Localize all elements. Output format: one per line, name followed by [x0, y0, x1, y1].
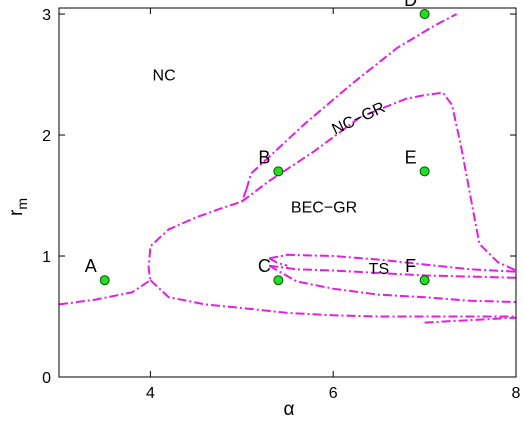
point-label-a: A [85, 256, 97, 276]
x-tick-label: 6 [329, 385, 338, 402]
boundary-line-ts-left [268, 257, 288, 267]
point-marker-a [99, 275, 110, 286]
x-tick-label: 4 [146, 385, 155, 402]
region-label-0: NC [153, 68, 176, 85]
boundary-line-nc-ncgr [245, 13, 458, 190]
y-axis-title-main: r [6, 209, 27, 216]
boundary-line-ts-lower [268, 264, 517, 303]
y-tick-label: 0 [42, 370, 51, 387]
boundary-curves [58, 13, 517, 324]
point-marker-b [273, 166, 284, 177]
point-markers [99, 9, 430, 286]
point-label-e: E [405, 147, 417, 167]
point-marker-e [419, 166, 430, 177]
region-label-1: NC−GR [330, 99, 388, 138]
region-label-3: TS [369, 261, 389, 278]
x-axis-title: α [284, 399, 295, 420]
y-tick-label: 2 [42, 128, 51, 145]
boundary-line-outer-nc-becgr [58, 189, 248, 306]
point-label-b: B [258, 147, 270, 167]
labels: A B C D E F NC NC−GR BEC−GR TS [85, 0, 417, 278]
boundary-line-ts-middle [269, 264, 517, 279]
point-label-c: C [258, 256, 271, 276]
point-label-d: D [404, 0, 417, 10]
x-tick-label: 8 [512, 385, 521, 402]
boundary-line-lower-outer [149, 279, 516, 318]
point-label-f: F [405, 256, 416, 276]
point-marker-f [419, 275, 430, 286]
svg-text:rm: rm [6, 198, 30, 216]
axes: 4 6 8 0 1 2 3 [42, 7, 520, 402]
y-axis-title: rm [6, 198, 30, 216]
plot-frame [58, 7, 517, 378]
y-tick-label: 1 [42, 249, 51, 266]
boundary-line-ncgr-becgr [241, 91, 517, 272]
y-tick-label: 3 [42, 7, 51, 24]
boundary-line-ts-bottom [424, 316, 517, 324]
point-marker-d [419, 9, 430, 20]
y-axis-title-sub: m [14, 198, 30, 210]
region-label-2: BEC−GR [291, 199, 357, 216]
boundary-line-ts-upper [269, 253, 517, 273]
point-marker-c [273, 275, 284, 286]
